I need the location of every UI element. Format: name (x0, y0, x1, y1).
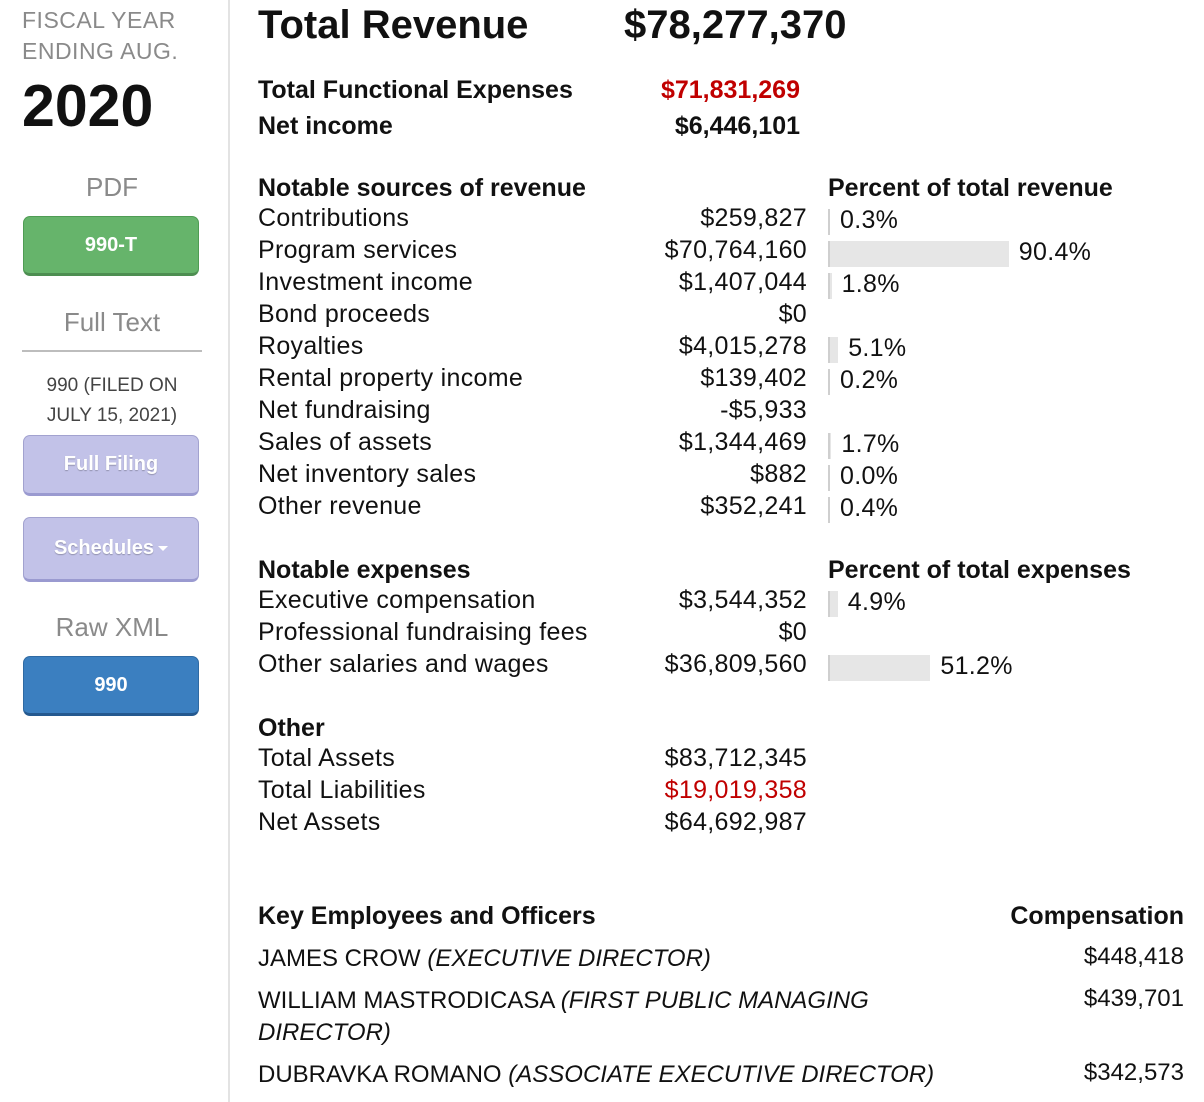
revenue-row-label: Sales of assets (258, 428, 433, 456)
expenses-percent-value: 4.9% (847, 588, 906, 616)
caret-down-icon (158, 546, 169, 552)
expenses-percent-heading: Percent of total expenses (828, 556, 1131, 584)
other-row-label: Total Assets (258, 744, 395, 772)
employee-name: JAMES CROW (EXECUTIVE DIRECTOR) (258, 943, 958, 975)
net-income-label: Net income (258, 112, 393, 140)
revenue-row-amount: $70,764,160 (664, 236, 807, 264)
xml-990-button[interactable]: 990 (23, 656, 199, 716)
employee-name: DUBRAVKA ROMANO (ASSOCIATE EXECUTIVE DIR… (258, 1059, 958, 1091)
full-filing-button[interactable]: Full Filing (23, 435, 199, 496)
employee-role: (EXECUTIVE DIRECTOR) (427, 945, 711, 972)
fiscal-year-line-1: FISCAL YEAR (22, 7, 176, 33)
revenue-percent-bar (828, 433, 832, 459)
revenue-percent-bar (828, 273, 832, 299)
sidebar: FISCAL YEAR ENDING AUG. 2020 PDF 990-T F… (0, 0, 230, 1102)
revenue-row-amount: $4,015,278 (678, 332, 807, 360)
other-row-amount: $83,712,345 (664, 744, 807, 772)
revenue-percent-value: 1.8% (841, 270, 900, 298)
revenue-row-amount: -$5,933 (720, 396, 807, 424)
functional-expenses-value: $71,831,269 (660, 76, 800, 104)
expenses-row-amount: $0 (778, 618, 807, 646)
revenue-percent-value: 0.4% (840, 494, 899, 522)
revenue-row-amount: $259,827 (700, 204, 807, 232)
revenue-row-label: Rental property income (258, 364, 524, 392)
expenses-row-label: Other salaries and wages (258, 650, 549, 678)
revenue-percent-bar (828, 209, 830, 235)
expenses-heading: Notable expenses (258, 556, 471, 584)
revenue-percent-value: 1.7% (841, 430, 900, 458)
employee-name-text: WILLIAM MASTRODICASA (258, 987, 555, 1014)
revenue-row-amount: $352,241 (700, 492, 807, 520)
revenue-row-amount: $1,344,469 (678, 428, 807, 456)
sidebar-divider (22, 350, 202, 352)
expenses-percent-value: 51.2% (940, 652, 1013, 680)
employee-name-text: JAMES CROW (258, 945, 421, 972)
other-row-amount: $19,019,358 (664, 776, 807, 804)
pdf-990t-button[interactable]: 990-T (23, 216, 199, 276)
revenue-row-label: Program services (258, 236, 458, 264)
expenses-percent-bar (828, 591, 838, 617)
revenue-row-amount: $0 (778, 300, 807, 328)
other-row-amount: $64,692,987 (664, 808, 807, 836)
employee-name-text: DUBRAVKA ROMANO (258, 1061, 502, 1088)
expenses-row-label: Professional fundraising fees (258, 618, 588, 646)
revenue-percent-bar (828, 497, 830, 523)
revenue-row-label: Net fundraising (258, 396, 431, 424)
revenue-row-label: Other revenue (258, 492, 422, 520)
revenue-row-amount: $1,407,044 (678, 268, 807, 296)
employees-heading: Key Employees and Officers (258, 902, 596, 930)
revenue-row-label: Royalties (258, 332, 364, 360)
revenue-percent-value: 90.4% (1018, 238, 1092, 266)
pdf-label: PDF (86, 172, 138, 202)
revenue-row-label: Bond proceeds (258, 300, 431, 328)
revenue-percent-bar (828, 369, 830, 395)
employee-compensation: $439,701 (1083, 985, 1184, 1012)
fiscal-year: 2020 (22, 73, 154, 139)
schedules-dropdown-button[interactable]: Schedules (23, 517, 199, 582)
revenue-percent-bar (828, 241, 1009, 267)
revenue-row-label: Contributions (258, 204, 410, 232)
revenue-percent-heading: Percent of total revenue (828, 174, 1113, 202)
filing-date-line-1: 990 (FILED ON (46, 375, 178, 396)
total-revenue-value: $78,277,370 (624, 3, 847, 47)
other-row-label: Net Assets (258, 808, 381, 836)
compensation-heading: Compensation (1010, 902, 1184, 930)
fiscal-year-caption: FISCAL YEAR ENDING AUG. (22, 5, 178, 67)
full-text-label: Full Text (63, 307, 161, 337)
revenue-row-amount: $882 (750, 460, 807, 488)
fiscal-year-line-2: ENDING AUG. (22, 38, 179, 64)
other-heading: Other (258, 714, 325, 742)
employee-name: WILLIAM MASTRODICASA (FIRST PUBLIC MANAG… (258, 985, 958, 1049)
net-income-value: $6,446,101 (674, 112, 800, 140)
expenses-row-amount: $36,809,560 (664, 650, 807, 678)
revenue-row-label: Investment income (258, 268, 473, 296)
revenue-percent-value: 0.2% (840, 366, 899, 394)
revenue-heading: Notable sources of revenue (258, 174, 586, 202)
expenses-row-label: Executive compensation (258, 586, 536, 614)
revenue-percent-value: 5.1% (848, 334, 907, 362)
employee-role: (ASSOCIATE EXECUTIVE DIRECTOR) (508, 1061, 935, 1088)
employee-compensation: $342,573 (1083, 1059, 1184, 1086)
filing-date-line-2: JULY 15, 2021) (46, 405, 178, 426)
revenue-row-label: Net inventory sales (258, 460, 477, 488)
expenses-percent-bar (828, 655, 931, 681)
expenses-row-amount: $3,544,352 (678, 586, 807, 614)
revenue-row-amount: $139,402 (700, 364, 807, 392)
schedules-button-label: Schedules (53, 537, 155, 559)
employee-compensation: $448,418 (1083, 943, 1184, 970)
other-row-label: Total Liabilities (258, 776, 426, 804)
revenue-percent-bar (828, 465, 830, 491)
revenue-percent-value: 0.3% (840, 206, 899, 234)
total-revenue-label: Total Revenue (258, 3, 529, 47)
functional-expenses-label: Total Functional Expenses (258, 76, 573, 104)
raw-xml-label: Raw XML (55, 612, 169, 642)
filing-date: 990 (FILED ON JULY 15, 2021) (22, 371, 202, 431)
revenue-percent-value: 0.0% (840, 462, 899, 490)
employee-role: (FIRST PUBLIC MANAGING DIRECTOR) (258, 987, 869, 1046)
revenue-percent-bar (828, 337, 839, 363)
